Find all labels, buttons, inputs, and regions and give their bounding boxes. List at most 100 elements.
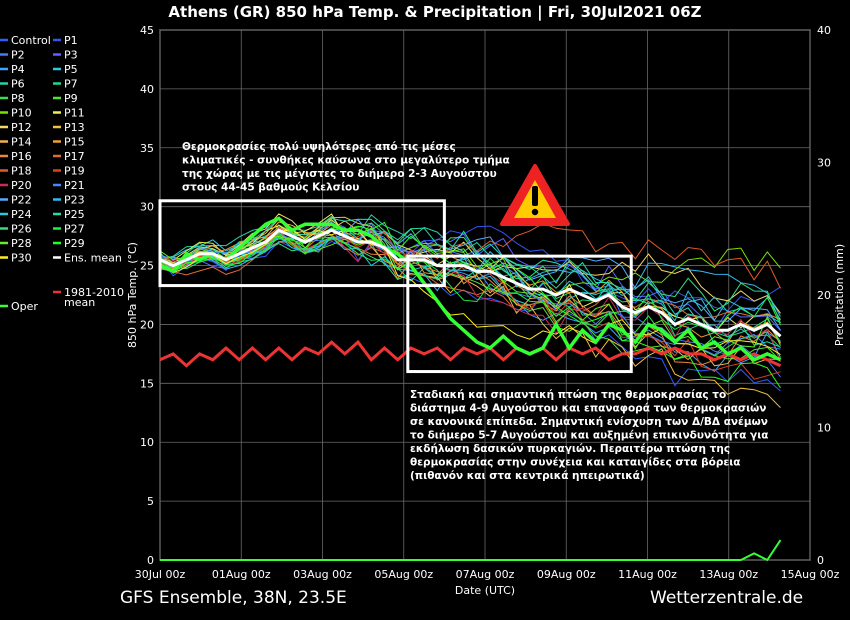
- legend-item: P22: [0, 194, 32, 207]
- legend-item: P26: [0, 223, 32, 236]
- legend-item: P13: [53, 121, 85, 134]
- annotation-line: Σταδιακή και σημαντική πτώση της θερμοκρ…: [410, 389, 726, 401]
- legend-label: P11: [64, 107, 85, 120]
- legend-item: P8: [0, 92, 25, 105]
- x-tick-label: 13Aug 00z: [699, 568, 758, 581]
- member-line-control: [159, 240, 781, 392]
- legend-label: P6: [11, 78, 25, 91]
- annotation-1: Θερμοκρασίες πολύ υψηλότερες από τις μέσ…: [182, 141, 510, 194]
- legend-label: P12: [11, 121, 32, 134]
- highlight-box-2: [406, 254, 633, 374]
- annotations: Θερμοκρασίες πολύ υψηλότερες από τις μέσ…: [182, 141, 769, 482]
- annotation-line: θερμοκρασίας στην συνέχεια και καταιγίδε…: [410, 457, 741, 469]
- legend: Control P1 P2 P3 P4 P5 P6 P7 P8 P9 P10 P11 P12 P13 P14…: [0, 34, 124, 313]
- legend-item: P30: [0, 252, 32, 265]
- y-tick-label: 25: [140, 260, 154, 273]
- x-tick-label: 09Aug 00z: [537, 568, 596, 581]
- annotation-line: της χώρας με τις μέγιστες το διήμερο 2-3…: [182, 168, 497, 180]
- legend-label: P26: [11, 223, 32, 236]
- annotation-line: στους 44-45 βαθμούς Κελσίου: [182, 182, 359, 194]
- x-tick-label: 07Aug 00z: [456, 568, 515, 581]
- annotation-line: (πιθανόν και στα κεντρικά ηπειρωτικά): [410, 470, 645, 482]
- legend-label: P13: [64, 121, 85, 134]
- legend-item: P27: [53, 223, 85, 236]
- precipitation-line: [160, 539, 782, 562]
- legend-label: P18: [11, 165, 32, 178]
- footer-source: Wetterzentrale.de: [650, 588, 804, 608]
- x-tick-label: 03Aug 00z: [293, 568, 352, 581]
- annotation-line: κλιματικές - συνθήκες καύσωνα στο μεγαλύ…: [182, 155, 510, 167]
- legend-item: Control: [0, 34, 51, 47]
- legend-label: Ens. mean: [64, 252, 122, 265]
- member-line-p12: [159, 213, 781, 314]
- legend-label: P9: [64, 92, 78, 105]
- legend-label: P29: [64, 237, 85, 250]
- y2-axis-ticks: 0 10 20 30 40: [817, 24, 831, 567]
- y-axis-label: 850 hPa Temp. (°C): [126, 242, 139, 348]
- legend-label: P17: [64, 150, 85, 163]
- legend-item: P23: [53, 194, 85, 207]
- legend-label: P28: [11, 237, 32, 250]
- legend-item: P19: [53, 165, 85, 178]
- member-line-p11: [159, 213, 781, 334]
- x-tick-label: 11Aug 00z: [618, 568, 677, 581]
- legend-item: P21: [53, 179, 85, 192]
- legend-item: P15: [53, 136, 85, 149]
- legend-item: P12: [0, 121, 32, 134]
- legend-label: P5: [64, 63, 78, 76]
- legend-item: P3: [53, 49, 78, 62]
- annotation-line: Θερμοκρασίες πολύ υψηλότερες από τις μέσ…: [182, 141, 456, 153]
- y-axis-ticks: 0 5 10 15 20 25 30 35 40 45: [140, 24, 154, 567]
- y-tick-label: 5: [147, 495, 154, 508]
- annotation-line: εκδήλωση δασικών πυρκαγιών. Περαιτέρω πτ…: [410, 443, 730, 455]
- y-tick-label: 0: [147, 554, 154, 567]
- annotation-2: Σταδιακή και σημαντική πτώση της θερμοκρ…: [410, 389, 769, 482]
- highlight-boxes: [158, 199, 633, 374]
- footer-model-info: GFS Ensemble, 38N, 23.5E: [120, 588, 347, 608]
- legend-label: Control: [11, 34, 51, 47]
- legend-item: P5: [53, 63, 78, 76]
- annotation-line: διάστημα 4-9 Αυγούστου και επαναφορά των…: [410, 403, 766, 415]
- legend-item: Oper: [0, 300, 38, 313]
- y2-tick-label: 30: [817, 157, 831, 170]
- legend-label: P10: [11, 107, 32, 120]
- y-tick-label: 45: [140, 24, 154, 37]
- member-line-p27: [159, 232, 781, 334]
- y-tick-label: 35: [140, 142, 154, 155]
- legend-label: P15: [64, 136, 85, 149]
- y2-tick-label: 40: [817, 24, 831, 37]
- y-tick-label: 30: [140, 201, 154, 214]
- legend-item: P24: [0, 208, 32, 221]
- chart-title: Athens (GR) 850 hPa Temp. & Precipitatio…: [168, 3, 701, 22]
- legend-label: P21: [64, 179, 85, 192]
- legend-label: P30: [11, 252, 32, 265]
- legend-label: P8: [11, 92, 25, 105]
- legend-item: P18: [0, 165, 32, 178]
- member-line-p13: [159, 216, 781, 409]
- legend-label: P27: [64, 223, 85, 236]
- legend-item: P20: [0, 179, 32, 192]
- legend-label: P19: [64, 165, 85, 178]
- legend-item: P16: [0, 150, 32, 163]
- legend-label: P20: [11, 179, 32, 192]
- x-axis-ticks: 30Jul 00z 01Aug 00z 03Aug 00z 05Aug 00z 07Au…: [135, 568, 840, 581]
- legend-label: P23: [64, 194, 85, 207]
- legend-label: Oper: [11, 300, 38, 313]
- warning-triangle-icon: [500, 164, 570, 226]
- oper-line: [159, 216, 782, 362]
- legend-item: P14: [0, 136, 32, 149]
- legend-label: P14: [11, 136, 32, 149]
- legend-item: P7: [53, 78, 78, 91]
- legend-label: P7: [64, 78, 78, 91]
- y2-tick-label: 20: [817, 289, 831, 302]
- climatology-mean-line: [159, 339, 782, 368]
- legend-label: P1: [64, 34, 78, 47]
- y2-tick-label: 0: [817, 554, 824, 567]
- member-line-p30: [159, 228, 781, 356]
- x-tick-label: 15Aug 00z: [781, 568, 840, 581]
- legend-label: P3: [64, 49, 78, 62]
- x-axis-label: Date (UTC): [455, 584, 515, 597]
- legend-label: 1981-2010: [64, 286, 124, 299]
- legend-item: P4: [0, 63, 25, 76]
